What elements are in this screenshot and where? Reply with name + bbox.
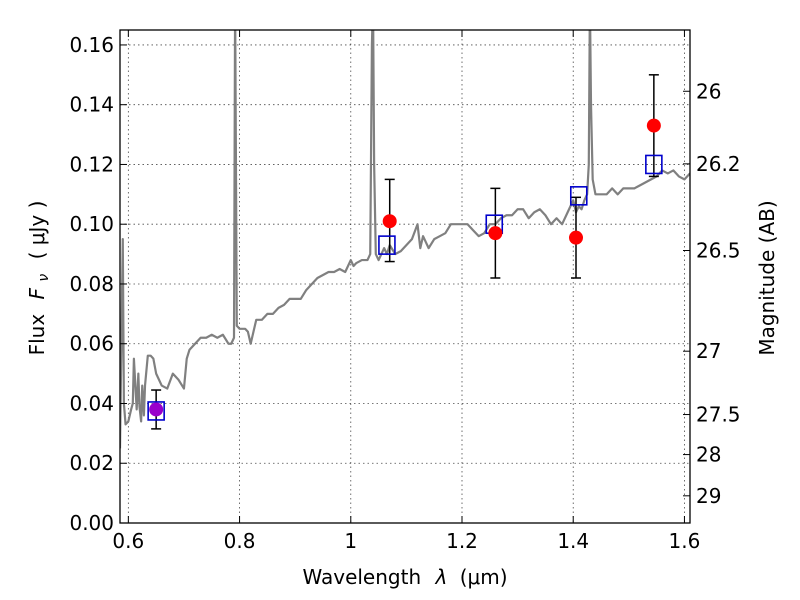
y-tick-label-0: 0.00 (69, 511, 114, 535)
observed-point-2 (488, 226, 503, 241)
data-points-layer (147, 74, 663, 430)
y-tick-label-8: 0.16 (69, 33, 114, 57)
x-axis-title-prefix: Wavelength (302, 565, 421, 589)
y-axis-title-unit: ( μJy ) (25, 201, 49, 260)
x-tick-label-2: 1 (344, 529, 357, 553)
y-axis-title-subscript: ν (36, 274, 52, 282)
observed-point-1 (382, 214, 397, 229)
grid (120, 30, 690, 524)
x-tick-label-5: 1.6 (669, 529, 701, 553)
observed-point-4 (646, 118, 661, 133)
plot-frame (119, 29, 691, 524)
axes: 0.6 0.8 1 1.2 1.4 1.6 0.00 0.02 0.04 0.06 0.08 0.10… (69, 29, 741, 553)
model-point-0 (147, 401, 165, 421)
x-tick-label-3: 1.2 (446, 529, 478, 553)
observed-point-3 (569, 230, 583, 245)
y-axis-title: Flux F ν ( μJy ) (25, 201, 53, 356)
y2-tick-label-6: 29 (696, 484, 721, 508)
y-tick-label-1: 0.02 (69, 451, 114, 475)
x-axis-title: Wavelength λ (μm) (302, 565, 507, 589)
y-tick-label-2: 0.04 (69, 391, 114, 415)
y2-tick-label-2: 26.5 (696, 239, 741, 263)
y-tick-label-4: 0.08 (69, 272, 114, 296)
y2-axis-title: Magnitude (AB) (755, 200, 779, 355)
y-axis-title-symbol: F (25, 287, 49, 299)
model-point-4 (645, 154, 663, 175)
x-axis-title-symbol: λ (435, 565, 448, 589)
y-tick-label-3: 0.06 (69, 332, 114, 356)
y2-tick-label-5: 28 (696, 443, 721, 467)
y2-tick-label-1: 26.2 (696, 152, 741, 176)
y-tick-label-6: 0.12 (69, 152, 114, 176)
x-tick-label-4: 1.4 (557, 529, 589, 553)
model-point-3 (569, 186, 588, 206)
y-axis-title-prefix: Flux (25, 314, 49, 356)
observed-point-0 (149, 402, 164, 417)
x-axis-title-unit: (μm) (460, 565, 508, 589)
model-point-1 (378, 235, 396, 255)
y2-tick-label-0: 26 (696, 79, 721, 103)
y-tick-label-7: 0.14 (69, 93, 114, 117)
x-tick-label-0: 0.6 (112, 529, 144, 553)
y-tick-label-5: 0.10 (69, 212, 114, 236)
x-tick-label-1: 0.8 (224, 529, 256, 553)
y2-tick-label-3: 27 (696, 339, 721, 363)
y2-tick-label-4: 27.5 (696, 403, 741, 427)
